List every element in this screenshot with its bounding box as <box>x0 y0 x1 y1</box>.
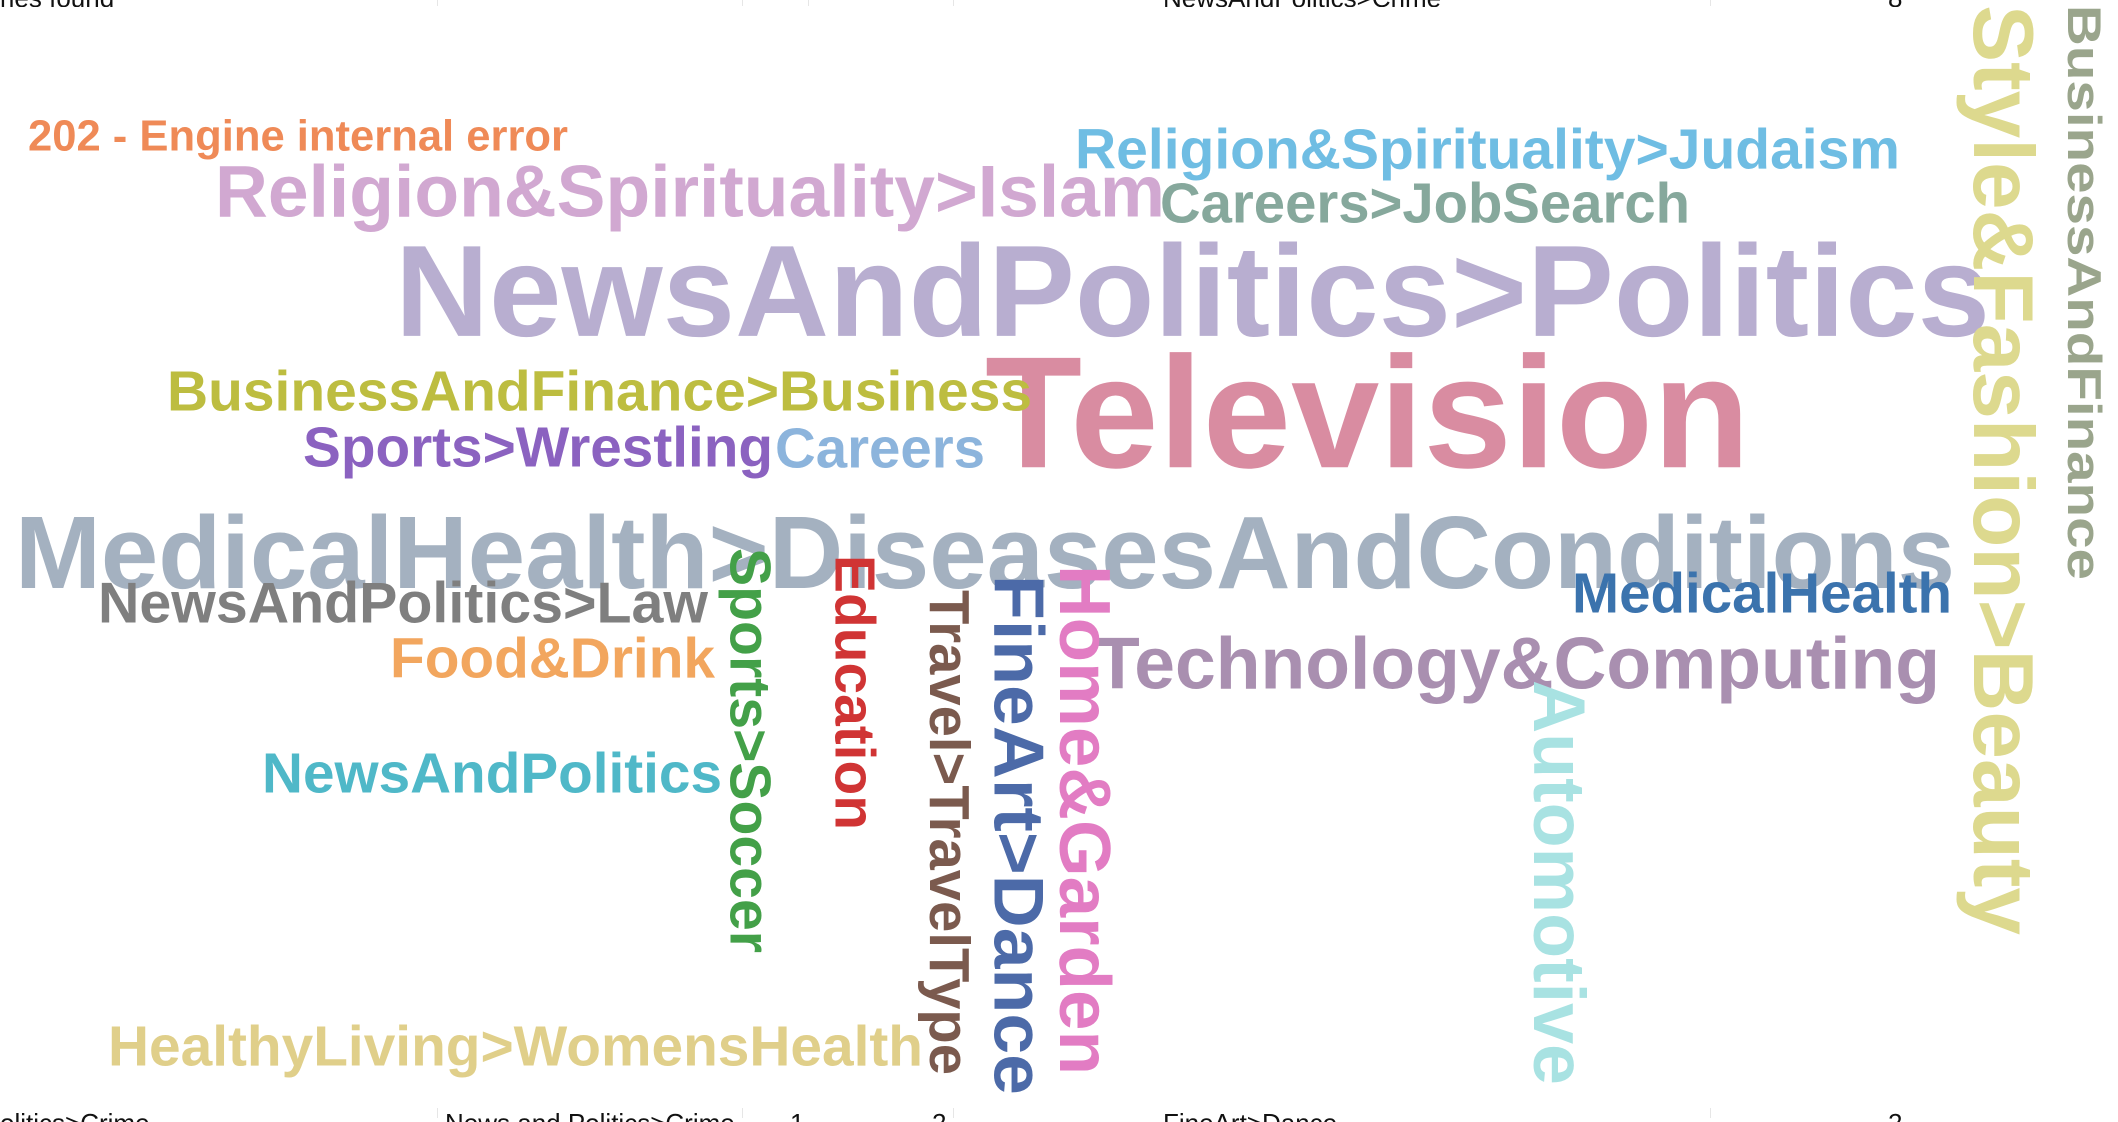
table-column-divider <box>437 0 438 6</box>
word-newsandpolitics: NewsAndPolitics <box>262 742 722 805</box>
word-healthyliving-womenshealth: HealthyLiving>WomensHealth <box>108 1016 923 1079</box>
word-technology-computing: Technology&Computing <box>1095 622 1940 704</box>
word-newsandpolitics-law: NewsAndPolitics>Law <box>98 572 708 636</box>
table-column-divider <box>437 1108 438 1118</box>
word-newsandpolitics-politics: NewsAndPolitics>Politics <box>395 218 1990 364</box>
table-column-divider <box>742 1108 743 1118</box>
word-businessandfinance: BusinessAndFinance <box>2057 5 2110 580</box>
word-medicalhealth-diseasesandconditions: MedicalHealth>DiseasesAndConditions <box>15 495 1955 610</box>
word-style-fashion-beauty: Style&Fashion>Beauty <box>1955 5 2050 935</box>
word-careers: Careers <box>775 416 985 479</box>
table-column-divider <box>953 1108 954 1118</box>
table-column-divider <box>953 0 954 6</box>
word-sports-soccer: Sports>Soccer <box>717 548 781 953</box>
word-home-garden: Home&Garden <box>1044 565 1125 1075</box>
word-fineart-dance: FineArt>Dance <box>979 575 1058 1095</box>
word-medicalhealth: MedicalHealth <box>1572 561 1952 624</box>
word-automotive: Automotive <box>1518 680 1601 1085</box>
word-202-engine-internal-error: 202 - Engine internal error <box>28 113 568 161</box>
table-column-divider <box>1710 0 1711 6</box>
word-businessandfinance-business: BusinessAndFinance>Business <box>167 360 1032 424</box>
table-column-divider <box>1710 1108 1711 1118</box>
word-religion-spirituality-islam: Religion&Spirituality>Islam <box>215 150 1165 232</box>
word-sports-wrestling: Sports>Wrestling <box>303 416 773 479</box>
table-column-divider <box>742 0 743 6</box>
word-television: Television <box>985 323 1750 501</box>
table-cell: 8 <box>1888 0 1902 7</box>
table-column-divider <box>808 0 809 6</box>
table-cell: ries found <box>0 0 114 7</box>
table-cell: NewsAndPolitics>Crime <box>1163 0 1441 7</box>
word-education: Education <box>823 555 887 830</box>
word-religion-spirituality-judaism: Religion&Spirituality>Judaism <box>1075 118 1900 182</box>
word-careers-jobsearch: Careers>JobSearch <box>1160 172 1690 235</box>
word-food-drink: Food&Drink <box>390 627 715 690</box>
word-travel-traveltype: Travel>TravelType <box>918 590 981 1075</box>
